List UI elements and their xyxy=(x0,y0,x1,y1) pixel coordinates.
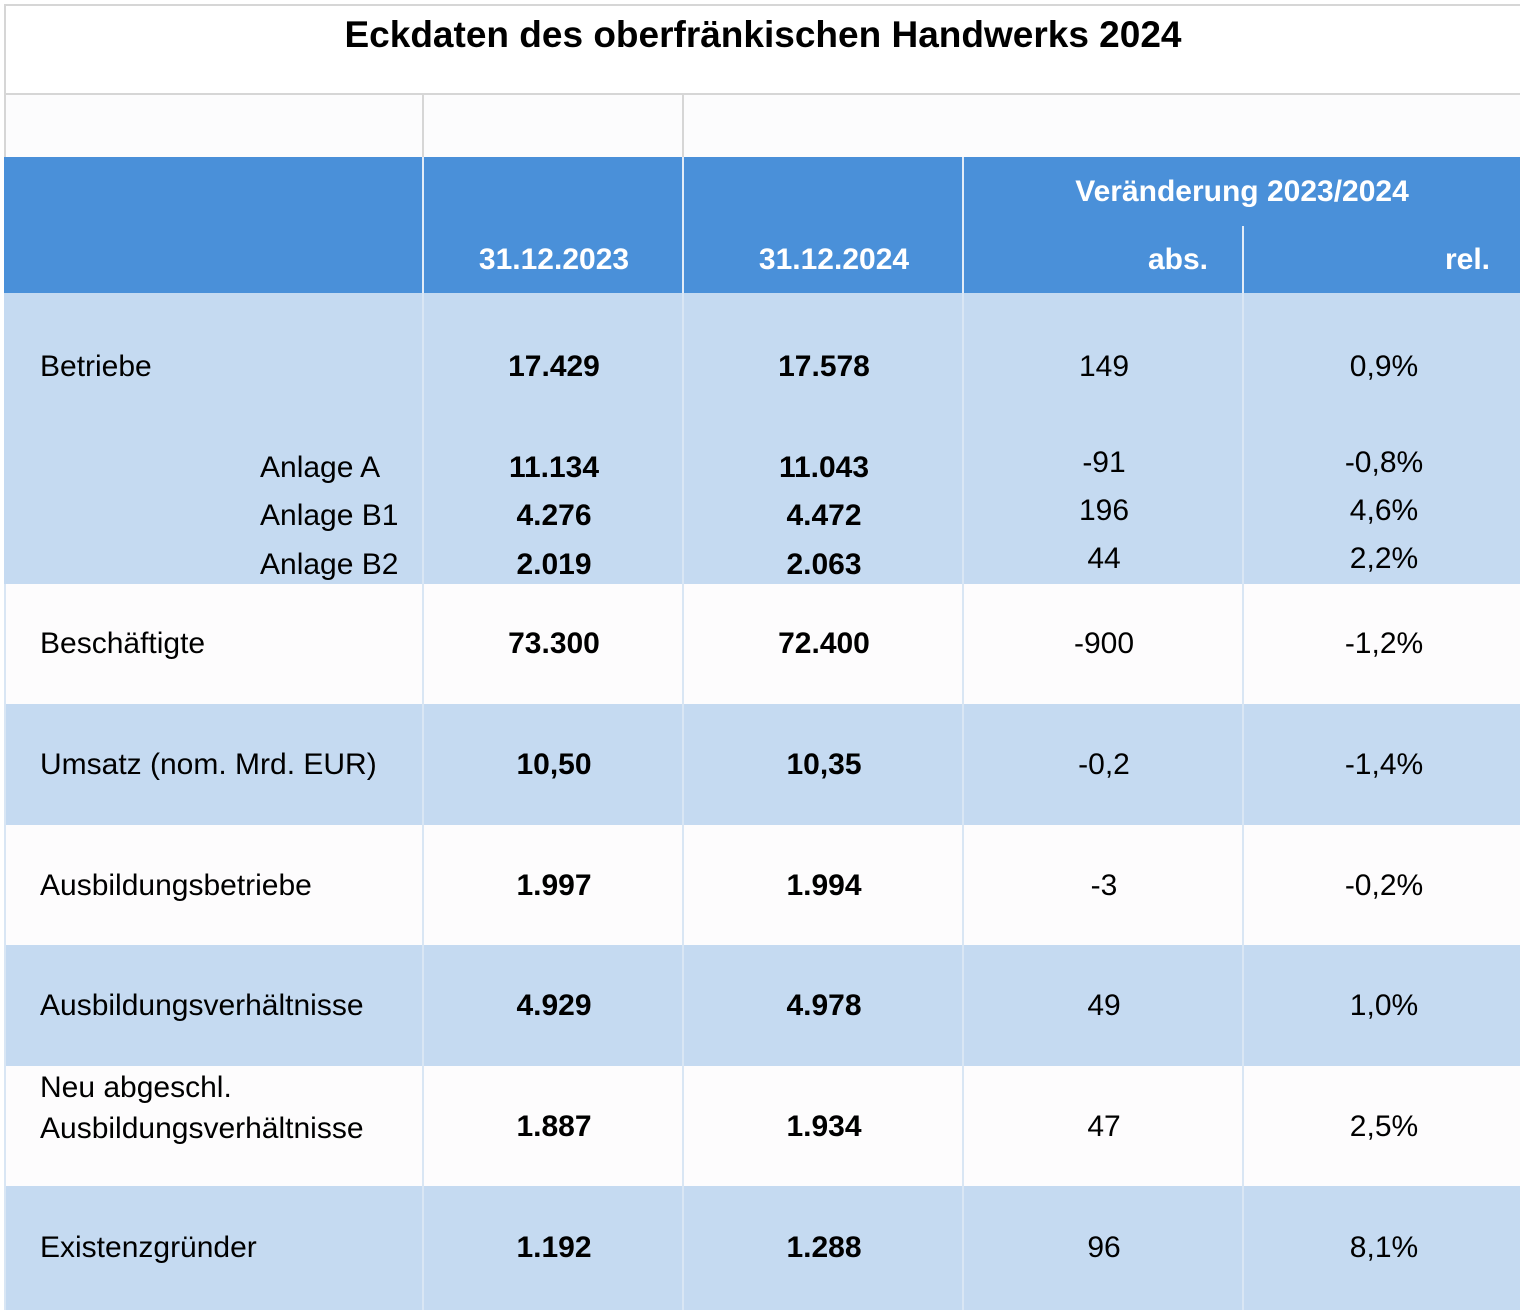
divider xyxy=(962,293,964,1310)
header-abs: abs. xyxy=(1147,243,1208,276)
value-rel: 8,1% xyxy=(1349,1231,1419,1264)
header-rel: rel. xyxy=(1444,243,1490,276)
value-2024: 17.578 xyxy=(778,350,870,383)
table-row-betriebe: Betriebe 17.429 17.578 149 0,9% Anlage A… xyxy=(4,293,1520,584)
value-2024: 1.994 xyxy=(786,869,862,902)
value-rel: -1,4% xyxy=(1344,748,1424,781)
row-label: Ausbildungsverhältnisse xyxy=(40,989,364,1022)
value-abs: -91 xyxy=(1082,446,1126,479)
row-label: Existenzgründer xyxy=(40,1231,257,1264)
value-rel: 2,2% xyxy=(1349,542,1419,575)
divider xyxy=(1242,293,1244,1310)
table-row-umsatz: Umsatz (nom. Mrd. EUR) 10,50 10,35 -0,2 … xyxy=(4,704,1520,825)
divider xyxy=(1242,226,1244,293)
row-label-anlage-b2: Anlage B2 xyxy=(260,548,399,581)
value-abs: 149 xyxy=(1078,350,1130,383)
value-rel: -1,2% xyxy=(1344,627,1424,660)
row-label-line2: Ausbildungsverhältnisse xyxy=(40,1112,364,1145)
value-2024: 72.400 xyxy=(778,627,870,660)
header-col-2024: 31.12.2024 xyxy=(758,243,910,276)
table-row-ausbildungsverhaeltnisse: Ausbildungsverhältnisse 4.929 4.978 49 1… xyxy=(4,945,1520,1066)
value-2023: 1.997 xyxy=(516,869,592,902)
value-2023: 1.887 xyxy=(516,1110,592,1143)
value-abs: 47 xyxy=(1087,1110,1121,1143)
value-rel: 2,5% xyxy=(1349,1110,1419,1143)
value-rel: -0,2% xyxy=(1344,869,1424,902)
table-row-neu-abgeschl: Neu abgeschl. Ausbildungsverhältnisse 1.… xyxy=(4,1066,1520,1186)
value-2024: 1.288 xyxy=(786,1231,862,1264)
table-header: 31.12.2023 31.12.2024 Veränderung 2023/2… xyxy=(4,157,1520,293)
value-2024: 10,35 xyxy=(786,748,862,781)
value-2024: 2.063 xyxy=(786,548,862,581)
row-label: Betriebe xyxy=(40,350,152,383)
value-rel: 4,6% xyxy=(1349,494,1419,527)
divider xyxy=(4,95,6,157)
divider xyxy=(682,95,684,157)
table-title: Eckdaten des oberfränkischen Handwerks 2… xyxy=(4,4,1520,95)
divider xyxy=(422,293,424,1310)
value-rel: -0,8% xyxy=(1344,446,1424,479)
value-2023: 1.192 xyxy=(516,1231,592,1264)
row-label-anlage-b1: Anlage B1 xyxy=(260,499,399,532)
header-col-2023: 31.12.2023 xyxy=(478,243,630,276)
value-2023: 11.134 xyxy=(508,451,600,484)
row-label: Ausbildungsbetriebe xyxy=(40,869,312,902)
value-2024: 4.978 xyxy=(786,989,862,1022)
value-rel: 0,9% xyxy=(1349,350,1419,383)
row-label: Beschäftigte xyxy=(40,627,206,660)
value-abs: 96 xyxy=(1087,1231,1121,1264)
value-2023: 4.929 xyxy=(516,989,592,1022)
value-2024: 4.472 xyxy=(786,499,862,532)
value-abs: 49 xyxy=(1087,989,1121,1022)
value-2023: 10,50 xyxy=(516,748,592,781)
divider xyxy=(422,95,424,157)
value-abs: -900 xyxy=(1073,627,1135,660)
table-row-ausbildungsbetriebe: Ausbildungsbetriebe 1.997 1.994 -3 -0,2% xyxy=(4,825,1520,945)
value-abs: -3 xyxy=(1090,869,1118,902)
table-row-beschaeftigte: Beschäftigte 73.300 72.400 -900 -1,2% xyxy=(4,584,1520,704)
value-2023: 4.276 xyxy=(516,499,592,532)
value-abs: 196 xyxy=(1078,494,1130,527)
table-row-existenzgruender: Existenzgründer 1.192 1.288 96 8,1% xyxy=(4,1186,1520,1310)
divider xyxy=(962,157,964,293)
divider xyxy=(422,157,424,293)
value-abs: 44 xyxy=(1087,542,1121,575)
header-change-group: Veränderung 2023/2024 xyxy=(1075,175,1409,208)
blank-row xyxy=(4,95,1520,157)
row-label: Umsatz (nom. Mrd. EUR) xyxy=(40,748,377,781)
value-2024: 11.043 xyxy=(778,451,870,484)
divider xyxy=(4,584,6,1310)
divider xyxy=(682,157,684,293)
value-2023: 73.300 xyxy=(508,627,600,660)
divider xyxy=(682,293,684,1310)
value-rel: 1,0% xyxy=(1349,989,1419,1022)
row-label-line1: Neu abgeschl. xyxy=(40,1071,232,1104)
value-abs: -0,2 xyxy=(1078,748,1130,781)
value-2023: 2.019 xyxy=(516,548,592,581)
value-2023: 17.429 xyxy=(508,350,600,383)
row-label-anlage-a: Anlage A xyxy=(260,451,381,484)
value-2024: 1.934 xyxy=(786,1110,862,1143)
